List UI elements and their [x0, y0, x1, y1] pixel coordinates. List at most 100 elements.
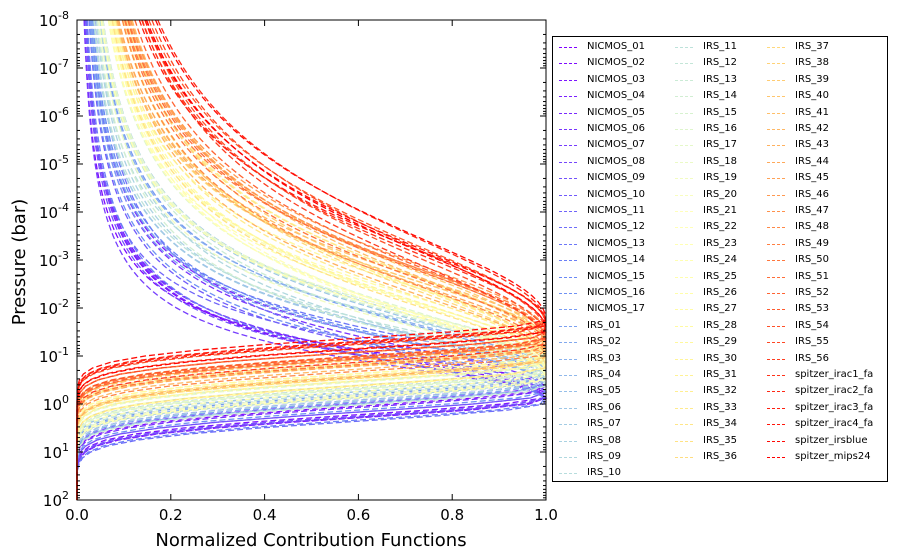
legend-swatch: [675, 457, 693, 458]
legend-swatch: [675, 325, 693, 327]
legend-label: IRS_39: [795, 73, 829, 85]
series-line-NICMOS_06: [76, 19, 547, 500]
legend-label: IRS_38: [795, 57, 829, 69]
legend-label: IRS_46: [795, 188, 829, 200]
series-line-IRS_02: [76, 19, 547, 500]
legend-swatch: [675, 227, 693, 229]
legend-swatch: [767, 276, 785, 278]
legend-swatch: [559, 211, 577, 212]
legend-swatch: [767, 63, 785, 65]
series-line-IRS_07: [76, 19, 546, 500]
series-line-IRS_15: [76, 19, 547, 500]
legend-swatch: [675, 96, 693, 98]
legend-swatch: [559, 227, 577, 229]
legend-swatch: [559, 112, 577, 114]
legend-swatch: [559, 194, 577, 196]
legend-swatch: [767, 440, 785, 442]
y-tick-label: 10-5: [39, 153, 69, 174]
legend-swatch: [559, 79, 577, 81]
legend-swatch: [559, 375, 577, 376]
legend-label: NICMOS_05: [587, 106, 645, 118]
y-tick-label: 102: [43, 489, 69, 510]
legend-label: IRS_49: [795, 237, 829, 249]
x-tick-label: 1.0: [534, 506, 558, 524]
legend-label: NICMOS_10: [587, 188, 645, 200]
legend-label: IRS_05: [587, 385, 621, 397]
x-axis-label: Normalized Contribution Functions: [155, 530, 466, 551]
legend-label: IRS_17: [703, 139, 737, 151]
legend-swatch: [767, 457, 785, 458]
legend-swatch: [767, 243, 785, 245]
series-line-NICMOS_03: [76, 19, 545, 500]
legend-label: IRS_55: [795, 336, 829, 348]
legend-label: IRS_52: [795, 287, 829, 298]
y-tick-label: 10-7: [39, 57, 69, 78]
legend-swatch: [559, 342, 577, 344]
x-tick-label: 0.8: [440, 506, 464, 524]
legend-label: IRS_51: [795, 270, 829, 282]
legend-label: IRS_30: [703, 352, 737, 364]
legend-label: IRS_47: [795, 205, 829, 216]
legend-swatch: [675, 194, 693, 196]
legend-swatch: [767, 293, 785, 294]
legend-label: IRS_41: [795, 106, 829, 118]
legend-label: IRS_37: [795, 41, 829, 52]
legend-swatch: [559, 391, 577, 393]
legend-label: spitzer_irac4_fa: [795, 418, 874, 430]
legend-swatch: [767, 358, 785, 360]
legend-label: IRS_44: [795, 155, 829, 167]
legend-label: spitzer_irac1_fa: [795, 369, 874, 380]
series-line-NICMOS_07: [76, 19, 548, 500]
legend-label: IRS_40: [795, 90, 829, 102]
legend-swatch: [559, 63, 577, 65]
legend-label: IRS_31: [703, 369, 737, 380]
legend-label: IRS_48: [795, 221, 829, 233]
y-tick-label: 10-3: [39, 249, 69, 270]
legend-swatch: [767, 112, 785, 114]
legend-swatch: [675, 47, 693, 48]
legend-swatch: [675, 129, 693, 130]
legend-swatch: [767, 161, 785, 163]
legend-label: NICMOS_08: [587, 155, 645, 167]
series-line-IRS_35: [76, 19, 546, 500]
legend-label: IRS_01: [587, 319, 621, 331]
legend-swatch: [675, 358, 693, 360]
legend-label: IRS_23: [703, 237, 737, 249]
series-line-NICMOS_15: [76, 19, 546, 500]
legend-swatch: [767, 178, 785, 180]
legend-swatch: [675, 112, 693, 114]
legend-swatch: [767, 260, 785, 262]
series-line-NICMOS_02: [76, 19, 548, 500]
y-tick-label: 10-8: [39, 9, 69, 30]
legend-swatch: [767, 79, 785, 81]
legend-label: NICMOS_15: [587, 270, 645, 282]
legend: NICMOS_01 NICMOS_02 NICMOS_03 NICMOS_04 NICM…: [552, 36, 888, 482]
legend-label: IRS_15: [703, 106, 737, 118]
series-line-IRS_19: [76, 19, 547, 500]
legend-swatch: [559, 145, 577, 147]
legend-swatch: [767, 375, 785, 376]
legend-swatch: [559, 96, 577, 98]
legend-label: spitzer_irac2_fa: [795, 385, 874, 397]
legend-swatch: [767, 325, 785, 327]
legend-label: NICMOS_02: [587, 57, 645, 69]
legend-swatch: [559, 309, 577, 311]
legend-swatch: [559, 129, 577, 130]
legend-label: NICMOS_01: [587, 41, 645, 52]
series-line-IRS_48: [76, 19, 547, 500]
legend-label: IRS_53: [795, 303, 829, 315]
legend-label: IRS_07: [587, 418, 621, 430]
legend-label: IRS_08: [587, 434, 621, 446]
legend-swatch: [675, 407, 693, 409]
legend-swatch: [559, 293, 577, 294]
legend-label: IRS_24: [703, 254, 737, 266]
legend-label: NICMOS_07: [587, 139, 645, 151]
series-line-IRS_43: [76, 19, 547, 500]
x-tick-label: 0.4: [253, 506, 277, 524]
legend-swatch: [559, 424, 577, 426]
legend-swatch: [559, 407, 577, 409]
legend-swatch: [559, 457, 577, 458]
legend-swatch: [675, 440, 693, 442]
legend-swatch: [767, 391, 785, 393]
series-line-IRS_40: [76, 19, 547, 500]
